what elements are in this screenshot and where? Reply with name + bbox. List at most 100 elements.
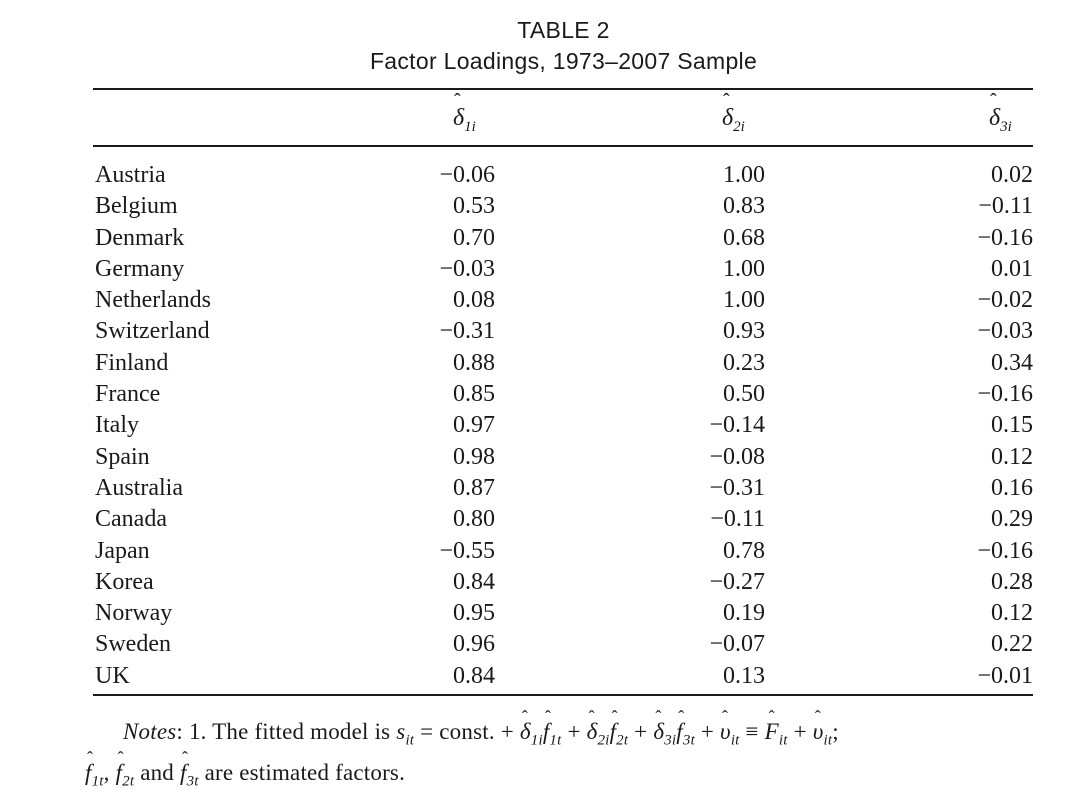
equation-factor-terms: + ˆ δ1i ˆ f1t + ˆ δ2i ˆ f2t + ˆ δ3i ˆ f3t [500,707,695,749]
column-header-delta-1: ˆ δ1i [453,90,476,135]
column-header-delta-2: ˆ δ2i [722,90,745,135]
equation-constant: const. [439,719,495,744]
table-row: France 0.85 0.50 −0.16 [93,379,1033,410]
loading-delta-3: 0.15 [991,412,1033,439]
country-name: Sweden [95,631,171,658]
country-name: Spain [95,443,150,470]
loading-delta-2: −0.14 [709,412,765,439]
country-name: Italy [95,412,139,439]
country-name: Japan [95,537,150,564]
country-name: UK [95,662,130,689]
column-header-subscript: 2i [733,119,745,135]
notes-label: Notes [123,719,177,744]
loading-delta-2: 0.78 [723,537,765,564]
table-row: Norway 0.95 0.19 0.12 [93,598,1033,629]
loading-delta-3: −0.11 [978,193,1033,220]
table-body: Austria −0.06 1.00 0.02 Belgium 0.53 0.83 −0.11… [93,160,1033,692]
column-header-subscript: 1i [464,119,476,135]
country-name: Belgium [95,193,178,220]
loading-delta-3: −0.02 [977,287,1033,314]
loading-delta-2: −0.31 [709,474,765,501]
loading-delta-1: 0.08 [453,287,495,314]
table-row: Germany −0.03 1.00 0.01 [93,254,1033,285]
equation-lhs: s [396,719,406,744]
loading-delta-2: 0.13 [723,662,765,689]
loading-delta-1: −0.03 [439,255,495,282]
bottom-rule [93,694,1033,696]
loading-delta-1: 0.88 [453,349,495,376]
table-row: Denmark 0.70 0.68 −0.16 [93,223,1033,254]
country-name: Austria [95,162,166,188]
table-caption: Factor Loadings, 1973–2007 Sample [369,48,758,74]
loading-delta-1: 0.95 [453,600,495,627]
notes-number: 1. [188,719,207,744]
country-name: France [95,381,161,408]
notes-text-before: The fitted model is [212,719,391,744]
table-row: UK 0.84 0.13 −0.01 [93,661,1033,692]
loading-delta-3: 0.12 [991,443,1033,470]
residual-subscript: it [823,732,833,749]
loading-delta-3: 0.22 [991,631,1033,658]
table-row: Spain 0.98 −0.08 0.12 [93,442,1033,473]
factor-loadings-table: Austria −0.06 1.00 0.02 Belgium 0.53 0.83 −0.11… [93,160,1033,692]
column-header-delta-3: ˆ δ3i [989,90,1012,135]
model-equation: sit = const. + ˆ δ1i ˆ f1t + ˆ δ2i ˆ f2t + ˆ δ3… [396,707,839,749]
table-row: Belgium 0.53 0.83 −0.11 [93,191,1033,222]
loading-delta-3: −0.16 [977,381,1033,408]
table-row: Canada 0.80 −0.11 0.29 [93,504,1033,535]
loading-delta-3: 0.16 [991,474,1033,501]
country-name: Korea [95,568,154,595]
table-row: Italy 0.97 −0.14 0.15 [93,410,1033,441]
loading-delta-2: −0.11 [710,506,765,533]
table-row: Korea 0.84 −0.27 0.28 [93,567,1033,598]
loading-delta-1: 0.70 [453,224,495,251]
column-header-symbol: δ [722,105,734,131]
country-name: Australia [95,474,183,501]
table-notes: Notes: 1. The fitted model is sit = cons… [85,707,1035,798]
loading-delta-3: −0.16 [977,224,1033,251]
hat-accent: ˆ [454,90,461,112]
loading-delta-1: 0.97 [453,412,495,439]
loading-delta-2: 1.00 [723,255,765,282]
residual-subscript: it [730,732,740,749]
loading-delta-3: −0.03 [977,318,1033,345]
column-header-subscript: 3i [1000,119,1012,135]
loading-delta-1: −0.31 [439,318,495,345]
loading-delta-2: 0.23 [723,349,765,376]
country-name: Norway [95,600,173,627]
hat-accent: ˆ [990,90,997,112]
loading-delta-1: 0.84 [453,568,495,595]
country-name: Finland [95,349,169,376]
country-name: Switzerland [95,318,210,345]
loading-delta-3: 0.34 [991,349,1033,376]
table-row: Finland 0.88 0.23 0.34 [93,348,1033,379]
loading-delta-2: −0.27 [709,568,765,595]
loading-delta-2: 0.19 [723,600,765,627]
loading-delta-2: 0.68 [723,224,765,251]
hat-accent: ˆ [723,90,730,112]
country-name: Canada [95,506,167,533]
table-row: Austria −0.06 1.00 0.02 [93,160,1033,191]
table-number: TABLE 2 [517,17,610,43]
column-header-symbol: δ [453,105,465,131]
loading-delta-3: 0.02 [991,162,1033,188]
country-name: Netherlands [95,287,211,314]
loading-delta-2: −0.08 [709,443,765,470]
loading-delta-1: 0.98 [453,443,495,470]
loading-delta-2: 1.00 [723,162,765,188]
loading-delta-3: 0.28 [991,568,1033,595]
table-row: Switzerland −0.31 0.93 −0.03 [93,316,1033,347]
fitted-value: F [764,719,779,744]
loading-delta-1: −0.55 [439,537,495,564]
notes-line-2: ˆ f1t, ˆ f2t and ˆ f3t are estimated factor… [85,747,1035,798]
fitted-value-subscript: it [778,732,788,749]
country-name: Germany [95,255,185,282]
table-row: Australia 0.87 −0.31 0.16 [93,473,1033,504]
loading-delta-1: 0.53 [453,193,495,220]
equation-lhs-subscript: it [405,732,415,749]
